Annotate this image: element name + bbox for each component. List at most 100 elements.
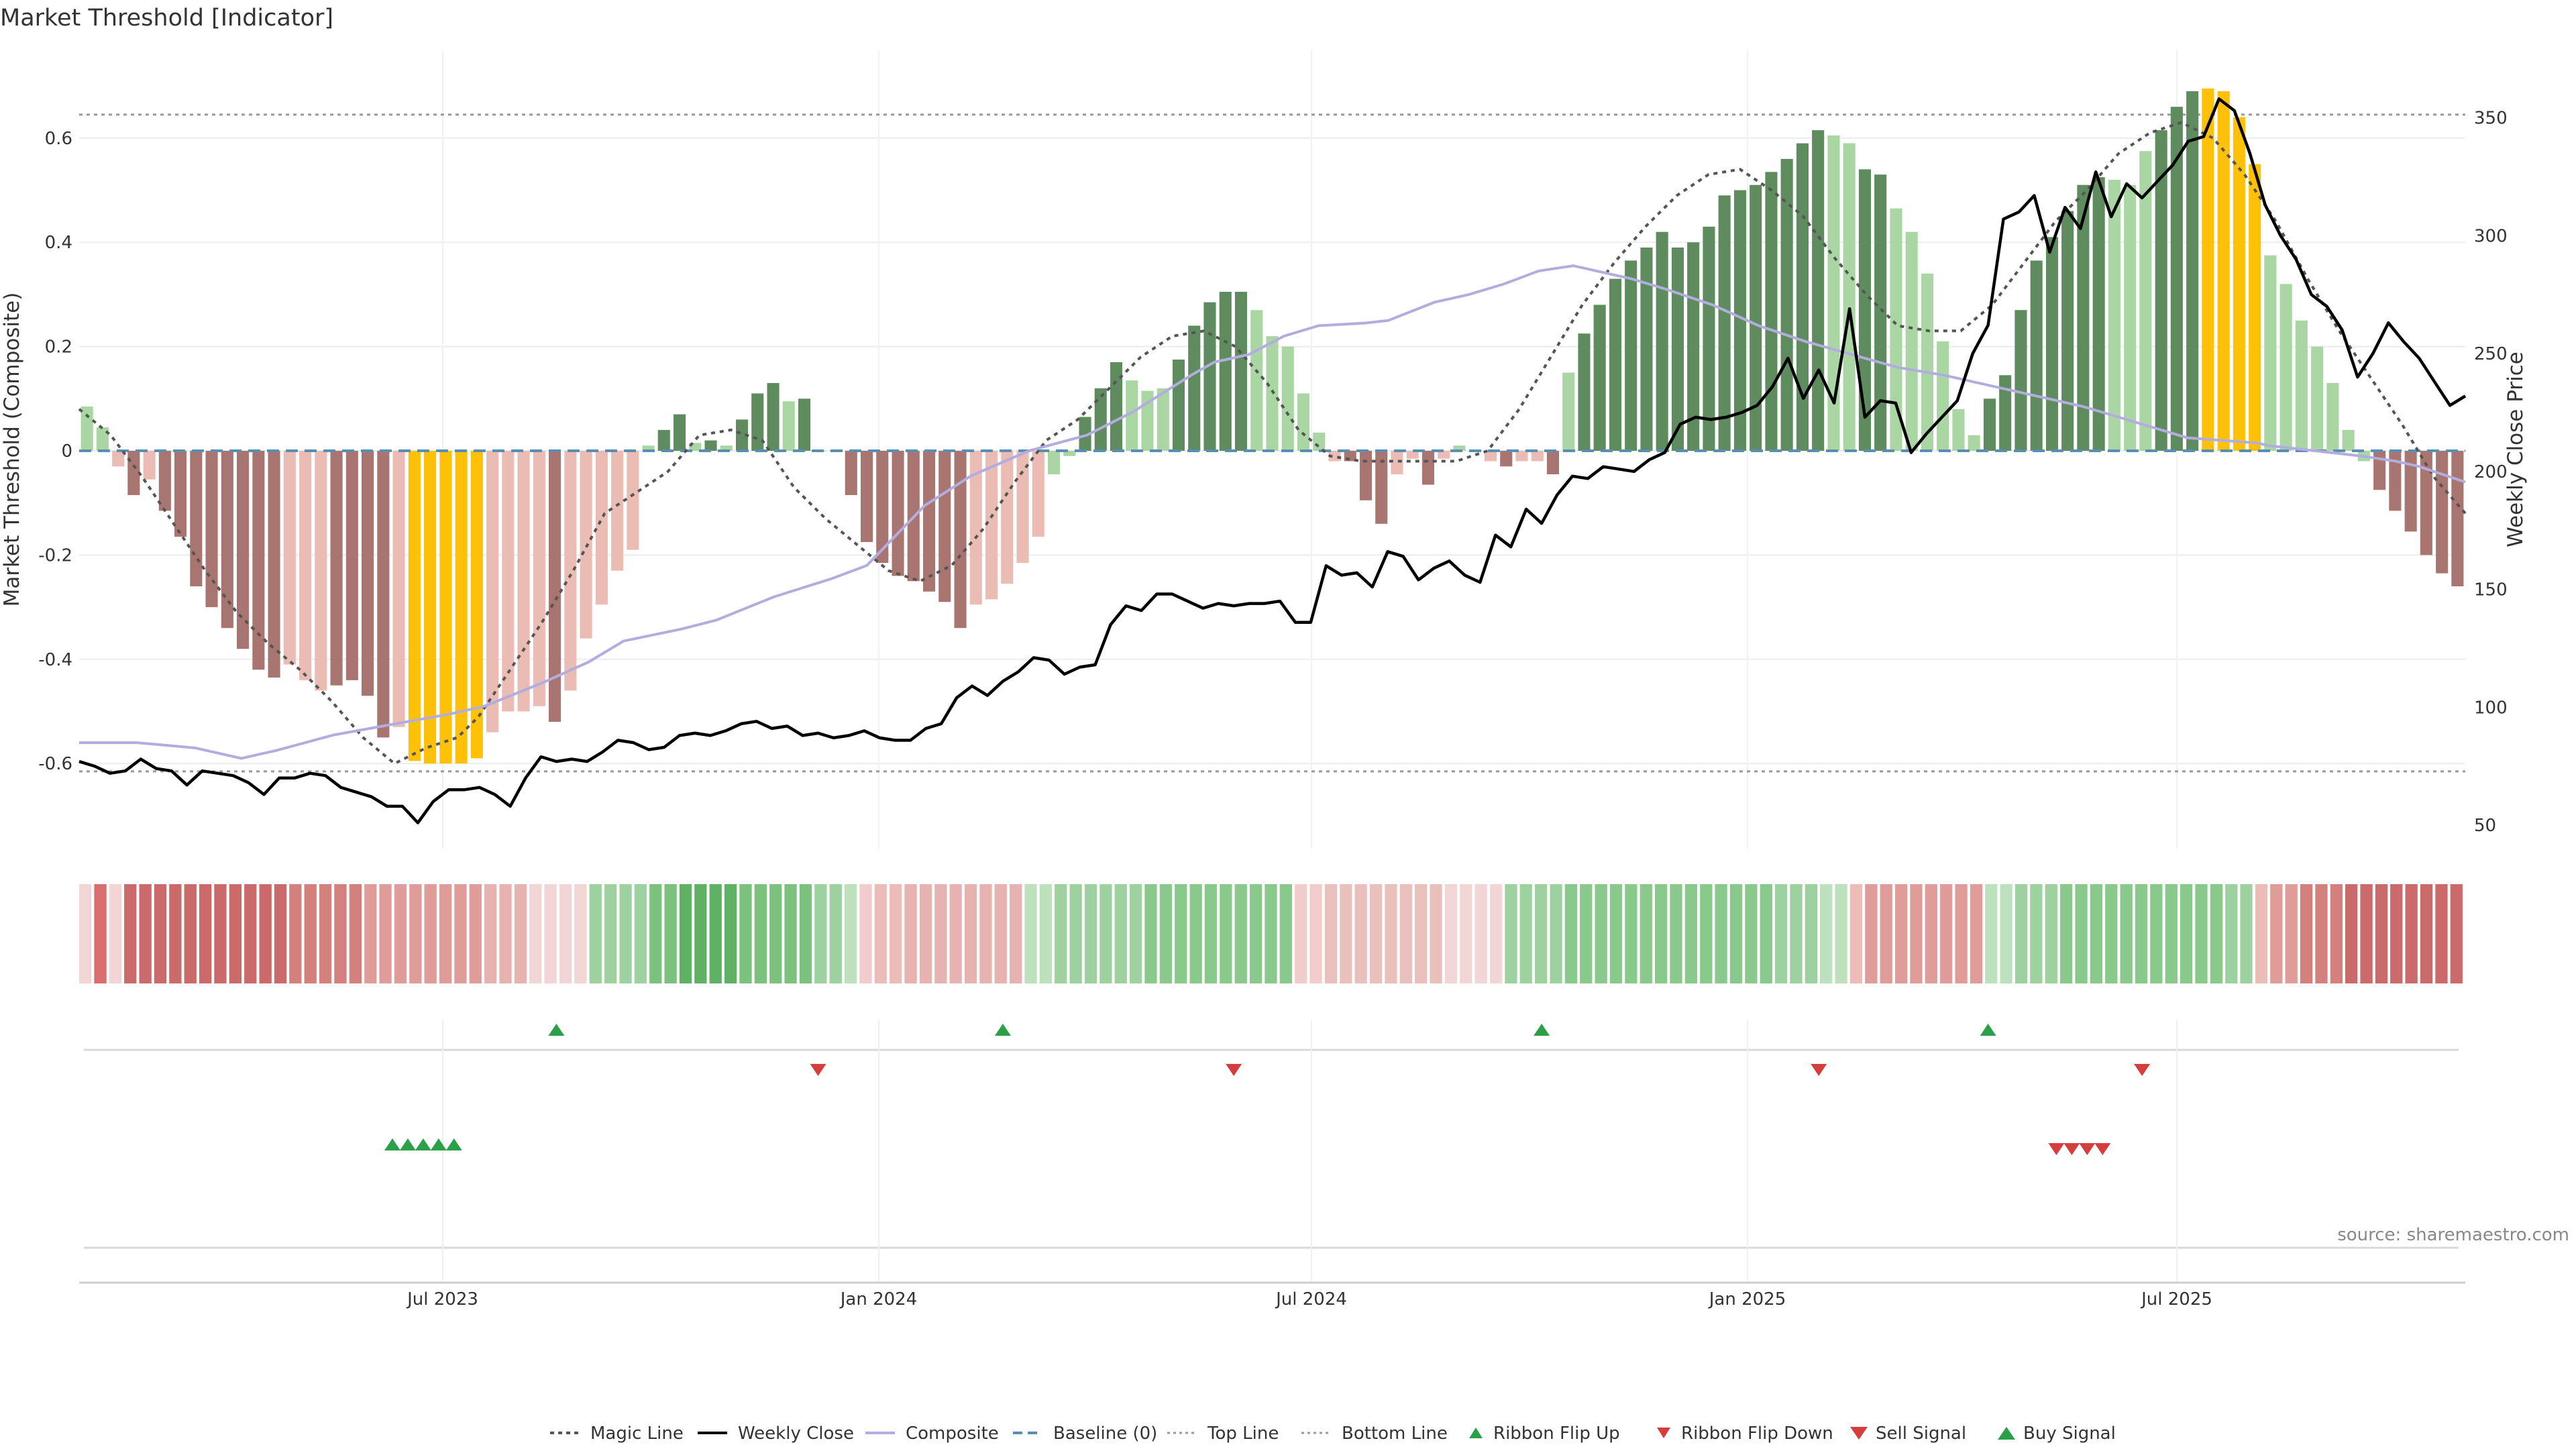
buy-signal-marker	[384, 1138, 400, 1150]
ribbon-cell	[454, 884, 467, 983]
y-tick-label: -0.4	[38, 650, 72, 670]
ribbon-cell	[890, 884, 902, 983]
ribbon-cell	[1595, 884, 1607, 983]
ribbon-cell	[2030, 884, 2043, 983]
ribbon-cell	[2225, 884, 2238, 983]
composite-bar	[549, 451, 561, 722]
ribbon-cell	[1625, 884, 1638, 983]
ribbon-cell	[109, 884, 121, 983]
composite-bar	[1937, 341, 1949, 451]
ribbon-cell	[1189, 884, 1202, 983]
ribbon-cell	[124, 884, 137, 983]
composite-bar	[1671, 248, 1684, 451]
ribbon-cell	[1430, 884, 1442, 983]
ribbon-cell	[1550, 884, 1562, 983]
ribbon-cell	[1790, 884, 1803, 983]
sell-signal-marker	[2094, 1143, 2111, 1155]
ribbon-cell	[1745, 884, 1758, 983]
composite-bar	[1531, 451, 1544, 462]
composite-bar	[439, 451, 452, 764]
composite-bar	[1874, 174, 1887, 451]
source-note: source: sharemaestro.com	[2337, 1225, 2569, 1245]
ribbon-cell	[2330, 884, 2343, 983]
composite-bar	[1546, 451, 1559, 474]
composite-bar	[1079, 417, 1091, 451]
composite-bar	[2030, 260, 2043, 451]
composite-bar	[845, 451, 857, 495]
composite-bar	[1999, 375, 2012, 451]
composite-bar	[1313, 432, 1326, 451]
ribbon-cell	[1369, 884, 1383, 983]
buy-signal-marker	[430, 1138, 447, 1150]
composite-bar	[782, 401, 795, 451]
legend-item-ribbon-flip-up: Ribbon Flip Up	[1469, 1424, 1620, 1444]
composite-bar	[1780, 158, 1793, 451]
legend-label: Baseline (0)	[1053, 1424, 1157, 1444]
composite-bar	[704, 440, 717, 451]
composite-bar	[1406, 451, 1419, 459]
composite-bar	[268, 451, 280, 678]
buy-signal-marker	[445, 1138, 462, 1150]
ribbon-cell	[1069, 884, 1082, 983]
ribbon-cell	[1354, 884, 1367, 983]
composite-bar	[408, 451, 421, 761]
ribbon-cell	[1985, 884, 1998, 983]
composite-bar	[1094, 388, 1107, 451]
legend-item-sell-signal: Sell Signal	[1850, 1424, 1966, 1444]
ribbon-cell	[2120, 884, 2133, 983]
ribbon-cell	[1970, 884, 1983, 983]
ribbon-cell	[1324, 884, 1338, 983]
ribbon-cell	[229, 884, 241, 983]
ribbon-flip-down-marker	[2134, 1064, 2151, 1076]
y-tick-label: -0.2	[38, 545, 72, 566]
composite-bar	[1063, 451, 1076, 456]
composite-bar	[237, 451, 250, 649]
composite-bar	[642, 445, 655, 451]
composite-bar	[1250, 310, 1263, 451]
ribbon-cell	[2315, 884, 2328, 983]
composite-bar	[345, 451, 358, 680]
composite-bar	[1484, 451, 1497, 462]
composite-bar	[1234, 292, 1247, 451]
buy-signal-marker	[415, 1138, 431, 1150]
y-tick-label: 0.2	[45, 337, 72, 358]
composite-bar	[1578, 333, 1591, 451]
ribbon-cell	[1489, 884, 1503, 983]
composite-bar	[2451, 451, 2464, 586]
composite-bar	[1188, 325, 1201, 451]
composite-bar	[1172, 360, 1185, 451]
ribbon-flip-up-marker	[1534, 1024, 1550, 1036]
legend-item-top-line: Top Line	[1167, 1424, 1279, 1444]
composite-bar	[2326, 383, 2339, 451]
ribbon-cell	[1820, 884, 1833, 983]
ribbon-cell	[1340, 884, 1352, 983]
composite-bar	[2249, 164, 2261, 451]
composite-bar	[564, 451, 577, 691]
ribbon-cell	[1159, 884, 1172, 983]
composite-bar	[627, 451, 639, 550]
composite-bar	[798, 398, 811, 451]
ribbon-cell	[949, 884, 962, 983]
ribbon-cell	[439, 884, 452, 983]
composite-bar	[1750, 184, 1762, 451]
ribbon-cell	[979, 884, 992, 983]
ribbon-cell	[769, 884, 782, 983]
ribbon-cell	[214, 884, 227, 983]
ribbon-cell	[2150, 884, 2163, 983]
composite-bar	[1718, 195, 1731, 451]
ribbon-cell	[1519, 884, 1532, 983]
ribbon-flip-down-marker	[810, 1064, 826, 1076]
composite-bar	[1656, 231, 1668, 451]
ribbon-cell	[1955, 884, 1968, 983]
composite-bar	[2233, 117, 2245, 451]
composite-bar	[1952, 409, 1965, 451]
legend-item-ribbon-flip-down: Ribbon Flip Down	[1657, 1424, 1833, 1444]
composite-bar	[580, 451, 592, 639]
composite-bar	[112, 451, 125, 467]
composite-bar	[1703, 226, 1715, 451]
legend-item-magic-line: Magic Line	[550, 1424, 684, 1444]
ribbon-cell	[634, 884, 647, 983]
ribbon-cell	[919, 884, 932, 983]
ribbon-cell	[1039, 884, 1052, 983]
